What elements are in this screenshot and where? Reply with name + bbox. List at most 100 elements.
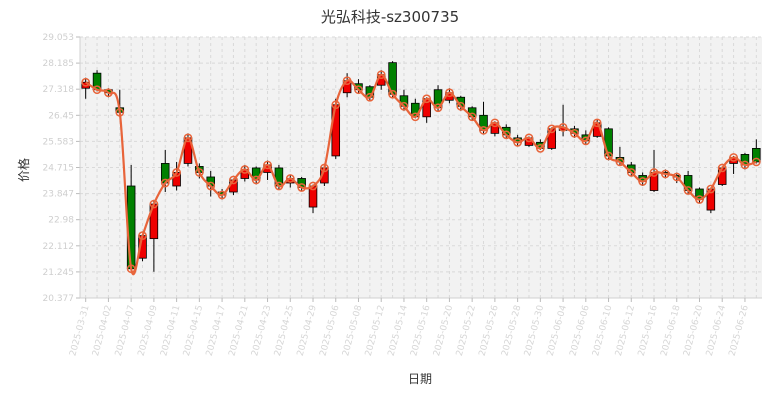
close-marker [445, 88, 454, 98]
x-tick-label: 2025-04-07 [114, 304, 137, 357]
close-marker [331, 100, 341, 110]
close-marker [683, 186, 693, 195]
close-marker [672, 172, 682, 182]
y-tick-label: 24.715 [43, 164, 75, 174]
close-marker [308, 181, 318, 191]
x-tick-label: 2025-04-29 [296, 304, 319, 357]
close-marker [479, 125, 488, 135]
x-tick-label: 2025-05-30 [523, 304, 546, 357]
y-tick-label: 29.053 [43, 33, 75, 43]
close-marker [399, 101, 409, 111]
close-marker [410, 112, 420, 122]
y-tick-label: 21.245 [43, 268, 75, 278]
x-tick-label: 2025-06-12 [614, 304, 637, 357]
x-tick-label: 2025-05-28 [500, 304, 523, 357]
x-tick-label: 2025-06-20 [682, 304, 705, 357]
close-marker [342, 76, 352, 86]
y-tick-label: 22.98 [48, 216, 74, 226]
y-axis-title: 价格 [16, 158, 31, 182]
candle-body-down [752, 147, 761, 163]
close-marker [592, 118, 602, 128]
y-tick-label: 28.185 [43, 59, 75, 69]
x-tick-label: 2025-04-23 [250, 304, 273, 357]
candle [752, 139, 761, 164]
x-tick-label: 2025-05-08 [341, 304, 364, 357]
close-marker [195, 168, 204, 177]
x-tick-label: 2025-04-02 [91, 304, 114, 357]
x-tick-label: 2025-05-14 [387, 304, 410, 357]
x-tick-label: 2025-06-16 [637, 304, 660, 357]
close-marker [661, 169, 670, 179]
x-tick-label: 2025-05-16 [409, 304, 432, 357]
y-tick-label: 26.45 [48, 111, 74, 121]
close-marker [626, 168, 636, 177]
close-marker [456, 101, 466, 111]
close-marker [638, 177, 648, 186]
close-marker [467, 112, 477, 122]
x-tick-label: 2025-06-26 [728, 304, 751, 357]
close-marker [536, 144, 545, 153]
close-marker [501, 130, 511, 140]
close-marker [149, 199, 159, 209]
y-tick-label: 27.318 [43, 85, 75, 95]
close-marker [490, 118, 500, 128]
close-marker [729, 153, 738, 162]
x-tick-label: 2025-04-21 [228, 304, 251, 357]
x-tick-label: 2025-04-25 [273, 304, 296, 357]
x-tick-label: 2025-04-09 [137, 304, 160, 357]
close-markers [81, 70, 761, 274]
close-marker [649, 168, 659, 177]
close-marker [92, 85, 102, 95]
close-marker [354, 85, 363, 95]
close-marker [433, 103, 443, 113]
close-marker [274, 181, 284, 191]
close-marker [581, 136, 591, 146]
x-tick-label: 2025-04-11 [159, 304, 182, 357]
x-tick-label: 2025-04-15 [182, 304, 205, 357]
close-marker [229, 175, 238, 185]
x-tick-label: 2025-05-22 [455, 304, 478, 357]
close-marker [717, 163, 727, 173]
close-marker [183, 133, 193, 143]
x-tick-label: 2025-04-17 [205, 304, 228, 357]
close-marker [615, 157, 625, 167]
close-marker [160, 178, 170, 188]
x-tick-label: 2025-06-04 [546, 304, 569, 357]
close-marker [81, 77, 91, 87]
x-tick-label: 2025-05-12 [364, 304, 387, 357]
close-marker [524, 133, 534, 143]
close-marker [376, 70, 386, 80]
close-marker [547, 124, 557, 134]
close-marker [740, 160, 750, 170]
x-tick-label: 2025-06-10 [591, 304, 614, 357]
close-marker [558, 122, 568, 132]
grid-lines [80, 36, 762, 299]
x-tick-label: 2025-06-18 [659, 304, 682, 357]
close-marker [320, 163, 329, 173]
close-marker [115, 107, 125, 117]
close-marker [706, 184, 716, 194]
y-tick-label: 20.377 [43, 294, 75, 304]
close-marker [365, 92, 375, 102]
x-tick-label: 2025-05-06 [318, 304, 341, 357]
close-price-line [85, 73, 757, 276]
close-marker [388, 89, 397, 99]
y-tick-label: 22.112 [43, 242, 75, 252]
close-marker [297, 183, 306, 192]
plot-area [80, 37, 762, 298]
close-marker [604, 151, 613, 161]
chart-title: 光弘科技-sz300735 [321, 8, 459, 26]
close-marker [217, 190, 227, 200]
x-tick-label: 2025-05-20 [432, 304, 455, 357]
x-tick-label: 2025-03-31 [68, 304, 91, 357]
close-marker [695, 195, 704, 204]
close-marker [570, 129, 579, 138]
x-axis-title: 日期 [408, 372, 432, 386]
close-marker [263, 160, 272, 170]
close-marker [104, 88, 113, 98]
close-marker [285, 174, 295, 183]
close-marker [422, 94, 432, 104]
x-tick-label: 2025-06-24 [705, 304, 728, 357]
